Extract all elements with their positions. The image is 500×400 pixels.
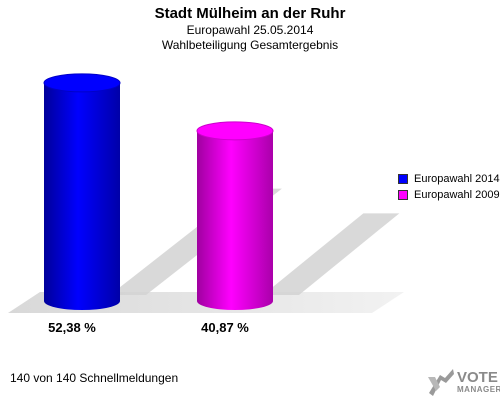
chart-header: Stadt Mülheim an der Ruhr Europawahl 25.… xyxy=(0,4,500,53)
data-label: 40,87 % xyxy=(201,320,249,335)
legend-item-europawahl-2009: Europawahl 2009 xyxy=(398,187,500,203)
legend-item-europawahl-2014: Europawahl 2014 xyxy=(398,171,500,187)
logo-text-vote: VOTE xyxy=(457,369,498,386)
data-label: 52,38 % xyxy=(48,320,96,335)
bar xyxy=(44,82,120,311)
legend-swatch-2014 xyxy=(398,174,408,184)
bar-top xyxy=(196,121,274,141)
chart-legend: Europawahl 2014 Europawahl 2009 xyxy=(398,171,500,203)
legend-swatch-2009 xyxy=(398,190,408,200)
chart-title: Stadt Mülheim an der Ruhr xyxy=(154,5,346,22)
bar xyxy=(197,130,273,310)
vote-manager-logo-icon xyxy=(428,369,454,396)
chart-subtitle-election: Europawahl 25.05.2014 xyxy=(186,23,314,37)
bar-top xyxy=(43,73,121,93)
footer-status: 140 von 140 Schnellmeldungen xyxy=(10,371,179,385)
chart-subtitle-metric: Wahlbeteiligung Gesamtergebnis xyxy=(161,38,339,52)
logo-text-manager: MANAGER xyxy=(457,385,500,394)
bar-shadow xyxy=(263,213,400,295)
vote-manager-logo: VOTE MANAGER xyxy=(426,366,500,400)
legend-label-2009: Europawahl 2009 xyxy=(414,189,500,201)
legend-label-2014: Europawahl 2014 xyxy=(414,173,500,185)
